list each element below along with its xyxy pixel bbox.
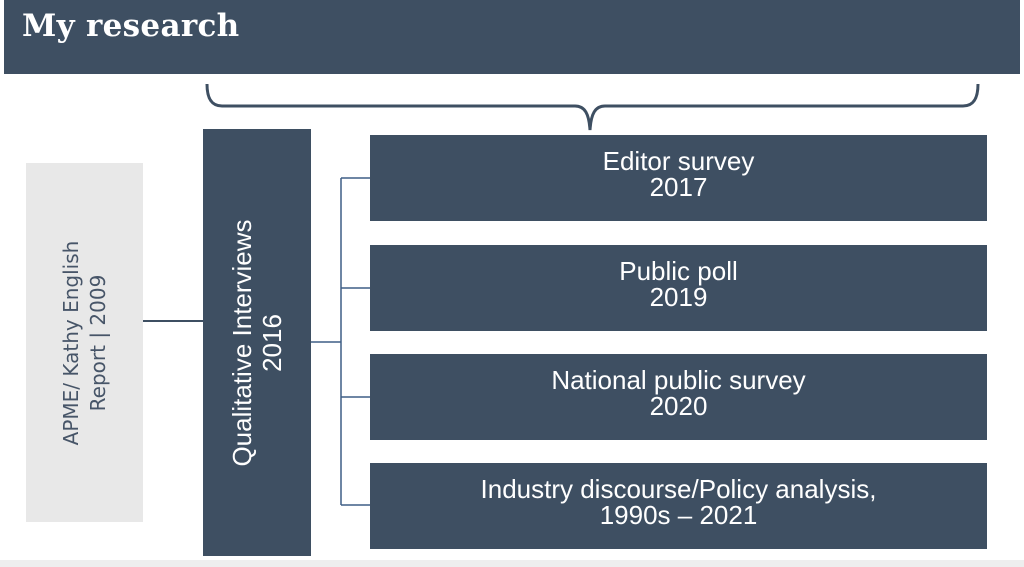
study-box-national-public-survey: National public survey 2020 [370,354,987,440]
study-year: 2017 [649,172,708,202]
title-banner: My research [4,0,1020,74]
study-year: 2020 [649,391,708,421]
study-box-industry-discourse: Industry discourse/Policy analysis, 1990… [370,463,987,549]
qualitative-interviews-box: Qualitative Interviews 2016 [203,129,311,556]
interviews-line-1: Qualitative Interviews [227,218,257,467]
study-box-public-poll: Public poll 2019 [370,245,987,331]
study-title: Industry discourse/Policy analysis, [480,474,877,504]
interviews-line-2: 2016 [257,313,287,372]
origin-line-2: Report | 2009 [85,274,110,411]
qualitative-interviews-label: Qualitative Interviews 2016 [227,219,287,466]
origin-report-box: APME/ Kathy English Report | 2009 [26,163,143,522]
curly-brace [205,83,980,131]
study-title: Editor survey [602,146,755,176]
slide-title: My research [22,8,240,44]
study-box-editor-survey: Editor survey 2017 [370,135,987,221]
footer-strip [0,560,1024,567]
origin-line-1: APME/ Kathy English [58,240,83,445]
study-title: National public survey [551,365,806,395]
study-year: 1990s – 2021 [599,500,758,530]
study-year: 2019 [649,282,708,312]
study-title: Public poll [619,256,738,286]
origin-report-label: APME/ Kathy English Report | 2009 [58,240,112,445]
